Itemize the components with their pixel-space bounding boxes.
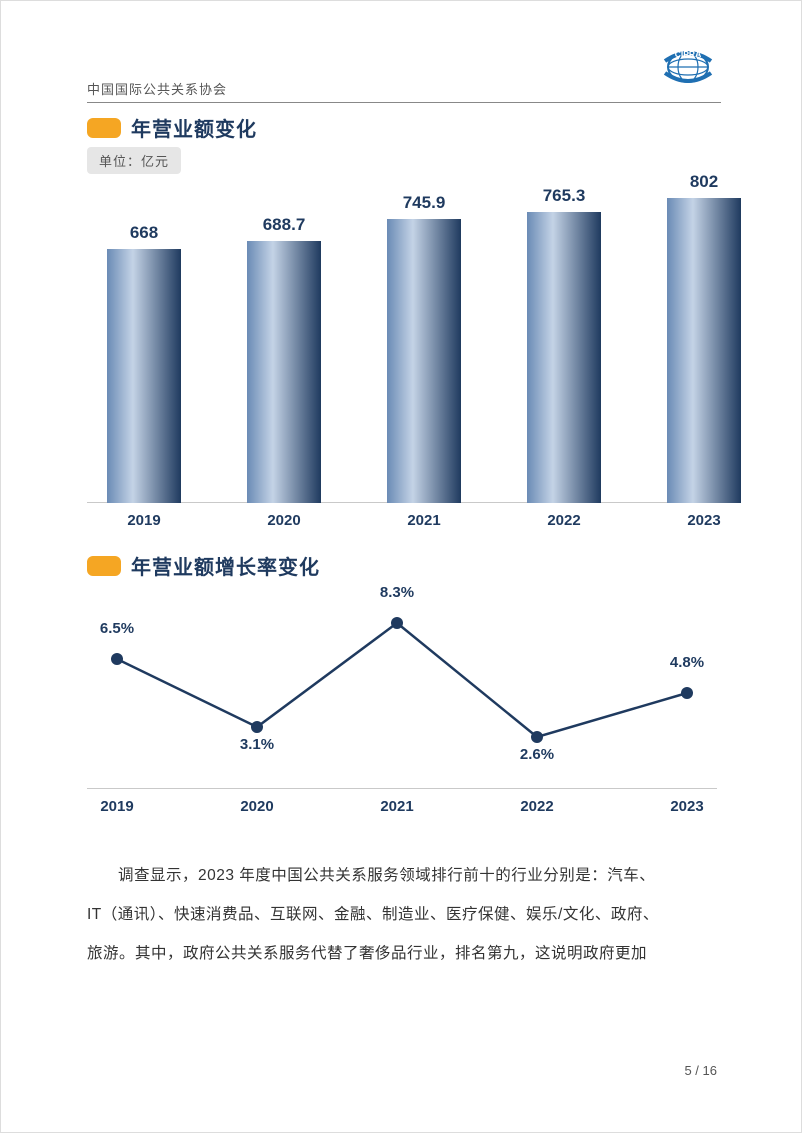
line-category-label: 2019 (87, 798, 147, 815)
bar-chart: 6682019688.72020745.92021765.32022802202… (87, 153, 717, 533)
line-category-label: 2021 (367, 798, 427, 815)
section2-title: 年营业额增长率变化 (131, 551, 320, 580)
line-category-label: 2023 (657, 798, 717, 815)
bar-value-label: 765.3 (543, 186, 586, 206)
org-name: 中国国际公共关系协会 (87, 79, 227, 98)
bar: 668 (107, 249, 181, 503)
globe-icon: CIPRA (655, 41, 721, 89)
body-line-1: 调查显示，2023 年度中国公共关系服务领域排行前十的行业分别是：汽车、 (87, 857, 717, 896)
bar-category-label: 2021 (387, 512, 461, 529)
bar-value-label: 745.9 (403, 193, 446, 213)
line-svg (87, 589, 717, 789)
line-value-label: 6.5% (100, 620, 134, 637)
line-value-label: 3.1% (240, 736, 274, 753)
svg-text:CIPRA: CIPRA (675, 49, 701, 59)
cipra-logo: CIPRA (655, 41, 721, 89)
line-value-label: 4.8% (670, 654, 704, 671)
page: 中国国际公共关系协会 CIPRA 年营业额变化 单位：亿元 6682019688… (0, 0, 802, 1133)
body-line-2: IT（通讯）、快速消费品、互联网、金融、制造业、医疗保健、娱乐/文化、政府、 (87, 896, 717, 935)
bar-category-label: 2023 (667, 512, 741, 529)
line-category-label: 2022 (507, 798, 567, 815)
bar-group: 765.3 (527, 212, 601, 503)
bar-group: 688.7 (247, 241, 321, 503)
line-category-label: 2020 (227, 798, 287, 815)
line-marker (531, 731, 543, 743)
line-path (117, 623, 687, 737)
bar-value-label: 802 (690, 172, 718, 192)
body-line-3: 旅游。其中，政府公共关系服务代替了奢侈品行业，排名第九，这说明政府更加 (87, 935, 717, 974)
section2-title-row: 年营业额增长率变化 (87, 551, 320, 580)
bar: 745.9 (387, 219, 461, 503)
bar-category-label: 2019 (107, 512, 181, 529)
bar: 765.3 (527, 212, 601, 503)
bullet-icon (87, 118, 121, 138)
page-number: 5 / 16 (684, 1063, 717, 1078)
line-marker (681, 687, 693, 699)
line-marker (251, 721, 263, 733)
section1-title-row: 年营业额变化 (87, 113, 257, 142)
line-chart: 6.5%20193.1%20208.3%20212.6%20224.8%2023 (87, 589, 717, 819)
bar-category-label: 2020 (247, 512, 321, 529)
line-marker (111, 653, 123, 665)
bar-category-label: 2022 (527, 512, 601, 529)
body-paragraph: 调查显示，2023 年度中国公共关系服务领域排行前十的行业分别是：汽车、 IT（… (87, 857, 717, 973)
bar-group: 668 (107, 249, 181, 503)
line-value-label: 8.3% (380, 584, 414, 601)
bullet-icon (87, 556, 121, 576)
line-marker (391, 617, 403, 629)
bar-value-label: 668 (130, 223, 158, 243)
bar-group: 745.9 (387, 219, 461, 503)
page-header: 中国国际公共关系协会 CIPRA (87, 79, 721, 103)
section1-title: 年营业额变化 (131, 113, 257, 142)
bar: 802 (667, 198, 741, 503)
bar: 688.7 (247, 241, 321, 503)
bar-group: 802 (667, 198, 741, 503)
line-value-label: 2.6% (520, 746, 554, 763)
bar-value-label: 688.7 (263, 215, 306, 235)
